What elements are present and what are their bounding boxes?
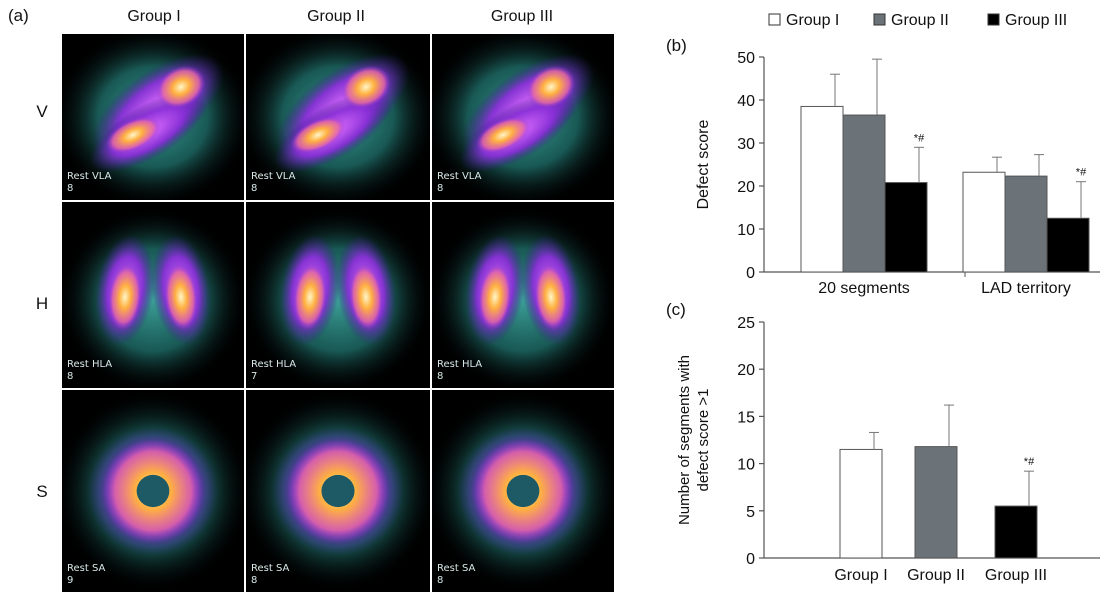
y-tick-label: 30 <box>737 136 755 153</box>
bar <box>962 171 1006 273</box>
legend-swatch <box>987 13 1000 26</box>
scan-caption: Rest VLA 8 <box>251 171 295 195</box>
scan-view-label: Rest VLA <box>437 171 482 182</box>
scan-caption: Rest HLA 8 <box>67 359 112 383</box>
y-tick-label: 0 <box>746 265 755 282</box>
y-tick-label: 10 <box>737 457 755 474</box>
y-tick-label: 20 <box>737 179 755 196</box>
legend-label: Group III <box>1005 12 1067 29</box>
bar <box>800 105 844 273</box>
scan-caption: Rest HLA 7 <box>251 359 296 383</box>
x-tick-label: LAD territory <box>981 280 1071 297</box>
scan-slice-number: 8 <box>67 183 74 194</box>
bar <box>914 446 958 559</box>
scan-image-v-group-2: Rest VLA 8 <box>246 34 430 200</box>
column-header-group-1: Group I <box>127 8 181 25</box>
column-header-group-3: Group III <box>490 8 554 25</box>
x-tick-label: Group II <box>907 567 965 584</box>
legend-label: Group II <box>891 12 949 29</box>
bar <box>994 505 1038 559</box>
column-header-group-2: Group II <box>307 8 365 25</box>
scan-caption: Rest SA 9 <box>67 563 105 587</box>
bar <box>842 114 886 273</box>
row-label-s: S <box>36 482 48 501</box>
scan-slice-number: 7 <box>251 371 258 382</box>
legend-swatch <box>768 13 781 26</box>
scan-view-label: Rest VLA <box>67 171 112 182</box>
scan-caption: Rest VLA 8 <box>67 171 111 195</box>
scan-slice-number: 9 <box>67 575 74 586</box>
y-tick-label: 50 <box>737 50 755 67</box>
scan-view-label: Rest SA <box>437 563 476 574</box>
bar <box>884 182 928 273</box>
scan-caption: Rest SA 8 <box>437 563 475 587</box>
row-label-h: H <box>35 294 49 313</box>
scan-view-label: Rest HLA <box>251 359 297 370</box>
significance-marker: *# <box>1024 456 1035 468</box>
scan-slice-number: 8 <box>67 371 74 382</box>
panel-label-a: (a) <box>8 6 29 25</box>
scan-image-s-group-2: Rest SA 8 <box>246 390 430 592</box>
y-axis-label: Defect score <box>695 119 712 209</box>
scan-view-label: Rest SA <box>251 563 290 574</box>
legend-label: Group I <box>786 12 839 29</box>
x-tick-label: 20 segments <box>818 280 910 297</box>
significance-marker: *# <box>1076 167 1087 179</box>
scan-image-v-group-3: Rest VLA 8 <box>432 34 614 200</box>
scan-slice-number: 8 <box>437 575 444 586</box>
y-tick-label: 5 <box>746 504 755 521</box>
row-label-v: V <box>36 102 48 121</box>
legend-swatch <box>873 13 886 26</box>
scan-view-label: Rest HLA <box>437 359 483 370</box>
y-tick-label: 20 <box>737 362 755 379</box>
scan-image-h-group-1: Rest HLA 8 <box>62 202 244 388</box>
significance-marker: *# <box>914 132 925 144</box>
scan-caption: Rest SA 8 <box>251 563 289 587</box>
scan-slice-number: 8 <box>251 183 258 194</box>
y-tick-label: 0 <box>746 551 755 568</box>
panel-label-c: (c) <box>666 300 686 319</box>
scan-image-h-group-2: Rest HLA 7 <box>246 202 430 388</box>
bar <box>1046 217 1090 273</box>
scan-slice-number: 8 <box>437 371 444 382</box>
bar <box>1004 175 1048 273</box>
scan-image-s-group-3: Rest SA 8 <box>432 390 614 592</box>
y-axis-label-line: Number of segments with <box>676 355 693 525</box>
y-tick-label: 15 <box>737 409 755 426</box>
x-tick-label: Group I <box>834 567 887 584</box>
panel-label-b: (b) <box>666 36 687 55</box>
scan-view-label: Rest VLA <box>251 171 296 182</box>
scan-slice-number: 8 <box>437 183 444 194</box>
scan-image-v-group-1: Rest VLA 8 <box>62 34 244 200</box>
x-tick-label: Group III <box>985 567 1047 584</box>
scan-caption: Rest HLA 8 <box>437 359 482 383</box>
y-axis-label-line: defect score >1 <box>695 389 712 492</box>
y-tick-label: 25 <box>737 315 755 332</box>
scan-image-s-group-1: Rest SA 9 <box>62 390 244 592</box>
scan-caption: Rest VLA 8 <box>437 171 481 195</box>
y-axis-label: Number of segments with defect score >1 <box>676 355 712 525</box>
scan-view-label: Rest HLA <box>67 359 113 370</box>
scan-view-label: Rest SA <box>67 563 106 574</box>
bar <box>839 448 883 559</box>
y-tick-label: 40 <box>737 93 755 110</box>
y-tick-label: 10 <box>737 222 755 239</box>
scan-image-h-group-3: Rest HLA 8 <box>432 202 614 388</box>
scan-slice-number: 8 <box>251 575 258 586</box>
